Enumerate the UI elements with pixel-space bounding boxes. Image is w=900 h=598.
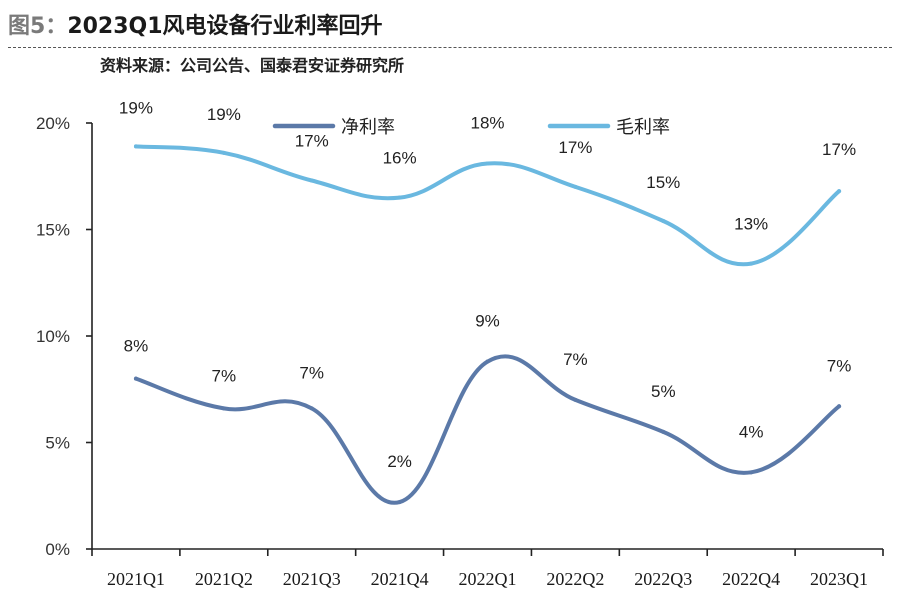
data-label: 2% (387, 452, 412, 471)
title-divider (8, 47, 892, 48)
data-label: 9% (475, 312, 500, 331)
data-point (573, 184, 578, 189)
data-label: 5% (651, 382, 676, 401)
data-point (485, 359, 490, 364)
data-label: 8% (124, 337, 149, 356)
y-tick-label: 20% (36, 114, 70, 133)
x-tick-label: 2021Q3 (283, 569, 341, 589)
x-tick-label: 2022Q4 (722, 569, 780, 589)
data-label: 4% (739, 422, 764, 441)
figure-source: 资料来源：公司公告、国泰君安证券研究所 (100, 56, 405, 75)
data-point (309, 406, 314, 411)
data-point (661, 218, 666, 223)
y-tick-label: 5% (45, 434, 70, 453)
data-label: 7% (212, 366, 237, 385)
data-point (133, 144, 138, 149)
data-point (485, 161, 490, 166)
data-point (749, 470, 754, 475)
data-point (309, 178, 314, 183)
data-point (573, 397, 578, 402)
data-point (837, 404, 842, 409)
data-point (133, 376, 138, 381)
data-label: 16% (383, 149, 417, 168)
data-label: 17% (822, 140, 856, 159)
series-line-1 (133, 354, 842, 505)
figure-title-text: 2023Q1风电设备行业利率回升 (67, 14, 383, 39)
legend-label: 净利率 (341, 117, 395, 138)
chart-axes: 0% 5% 10% 15% 20% 2021Q1 2021Q2 2021Q3 2021Q4 202… (36, 114, 884, 589)
data-point (397, 195, 402, 200)
y-tick-label: 10% (36, 327, 70, 346)
figure-title: 图5：2023Q1风电设备行业利率回升 (8, 8, 383, 40)
data-point (749, 261, 754, 266)
data-label: 13% (734, 215, 768, 234)
legend-label: 毛利率 (616, 117, 670, 138)
y-tick-label: 0% (45, 540, 70, 559)
x-tick-label: 2021Q4 (371, 569, 429, 589)
x-tick-label: 2022Q3 (634, 569, 692, 589)
data-point (221, 150, 226, 155)
x-tick-label: 2021Q2 (195, 569, 253, 589)
data-point (837, 189, 842, 194)
x-tick-label: 2022Q2 (546, 569, 604, 589)
data-label: 15% (646, 173, 680, 192)
data-point (221, 406, 226, 411)
data-label: 17% (558, 138, 592, 157)
data-label: 7% (299, 363, 324, 382)
x-tick-label: 2021Q1 (107, 569, 165, 589)
x-tick-label: 2023Q1 (810, 569, 868, 589)
chart-series (133, 144, 842, 505)
chart-data-labels: 8% 7% 7% 2% 9% 7% 5% 4% 7% 19% 19% 17% 16% 18% 17% 15% 1… (119, 98, 856, 471)
data-label: 19% (207, 105, 241, 124)
chart-legend: 净利率 毛利率 (272, 117, 670, 138)
data-label: 17% (295, 132, 329, 151)
figure-label: 图5： (8, 14, 68, 39)
data-label: 18% (470, 113, 504, 132)
y-tick-label: 15% (36, 221, 70, 240)
data-point (661, 429, 666, 434)
x-tick-label: 2022Q1 (459, 569, 517, 589)
data-label: 7% (827, 356, 852, 375)
data-label: 19% (119, 98, 153, 117)
data-label: 7% (563, 350, 588, 369)
data-point (397, 500, 402, 505)
